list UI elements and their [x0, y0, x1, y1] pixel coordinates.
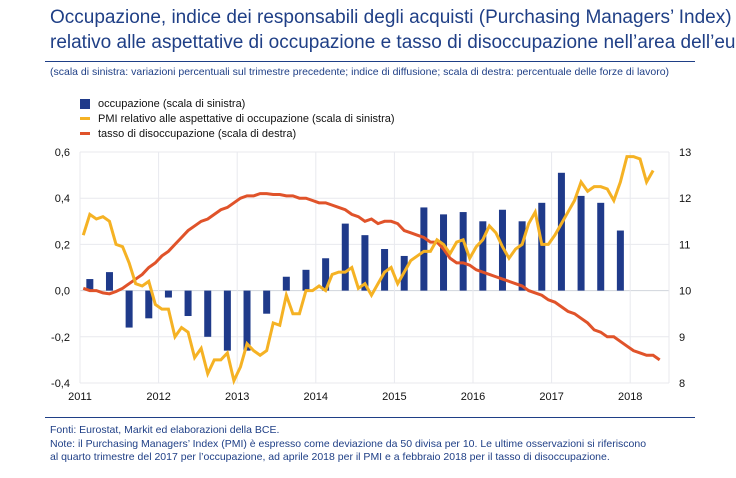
bar-occupazione: [184, 290, 192, 317]
bar-occupazione: [105, 272, 113, 291]
bar-occupazione: [243, 290, 251, 351]
legend-swatch: [80, 132, 90, 135]
bar-occupazione: [302, 269, 310, 291]
x-tick-label: 2014: [304, 391, 328, 403]
bar-occupazione: [577, 195, 585, 291]
bar-occupazione: [282, 276, 290, 291]
legend-item-occupazione: occupazione (scala di sinistra): [80, 96, 395, 111]
x-tick-label: 2018: [618, 391, 642, 403]
bar-occupazione: [518, 221, 526, 291]
notes-divider: [45, 417, 695, 418]
y-left-tick-label: -0,4: [51, 378, 70, 390]
y-right-tick-label: 9: [679, 332, 685, 344]
chart-subtitle: (scala di sinistra: variazioni percentua…: [50, 66, 670, 78]
bar-occupazione: [420, 207, 428, 291]
bar-occupazione: [204, 290, 212, 337]
y-right-tick-label: 8: [679, 378, 685, 390]
y-left-tick-label: 0,4: [55, 193, 70, 205]
x-tick-label: 2013: [225, 391, 249, 403]
line-disoccupazione: [82, 192, 661, 362]
x-tick-label: 2015: [382, 391, 406, 403]
y-right-tick-label: 12: [679, 193, 691, 205]
legend-swatch: [80, 117, 90, 120]
x-tick-label: 2012: [146, 391, 170, 403]
bar-occupazione: [616, 230, 624, 291]
bar-occupazione: [341, 223, 349, 291]
legend: occupazione (scala di sinistra) PMI rela…: [80, 96, 395, 141]
x-tick-label: 2011: [68, 391, 92, 403]
title-divider: [45, 61, 695, 62]
bar-occupazione: [459, 212, 467, 291]
bar-occupazione: [164, 290, 172, 298]
legend-item-pmi: PMI relativo alle aspettative di occupaz…: [80, 111, 395, 126]
bar-occupazione: [597, 202, 605, 291]
bar-occupazione: [145, 290, 153, 319]
y-left-tick-label: -0,2: [51, 332, 70, 344]
bar-occupazione: [361, 235, 369, 291]
bar-occupazione: [263, 290, 271, 314]
y-left-tick-label: 0,0: [55, 286, 70, 298]
y-right-tick-label: 10: [679, 286, 691, 298]
y-right-tick-label: 13: [679, 147, 691, 159]
line-pmi: [81, 155, 655, 386]
notes: Fonti: Eurostat, Markit ed elaborazioni …: [50, 424, 647, 463]
bar-occupazione: [538, 202, 546, 291]
x-tick-label: 2017: [539, 391, 563, 403]
y-left-tick-label: 0,2: [55, 239, 70, 251]
legend-item-disoccupazione: tasso di disoccupazione (scala di destra…: [80, 126, 395, 141]
y-left-tick-label: 0,6: [55, 147, 70, 159]
y-right-tick-label: 11: [679, 239, 690, 251]
chart-title: Occupazione, indice dei responsabili deg…: [50, 7, 736, 53]
bar-occupazione: [479, 221, 487, 291]
bar-occupazione: [381, 249, 389, 291]
x-tick-label: 2016: [461, 391, 485, 403]
bar-occupazione: [125, 290, 133, 328]
legend-swatch: [80, 98, 90, 109]
bar-occupazione: [557, 172, 565, 291]
bar-occupazione: [223, 290, 231, 351]
bar-occupazione: [498, 209, 506, 291]
bar-occupazione: [86, 279, 94, 291]
bar-occupazione: [322, 258, 330, 291]
bar-occupazione: [440, 214, 448, 291]
